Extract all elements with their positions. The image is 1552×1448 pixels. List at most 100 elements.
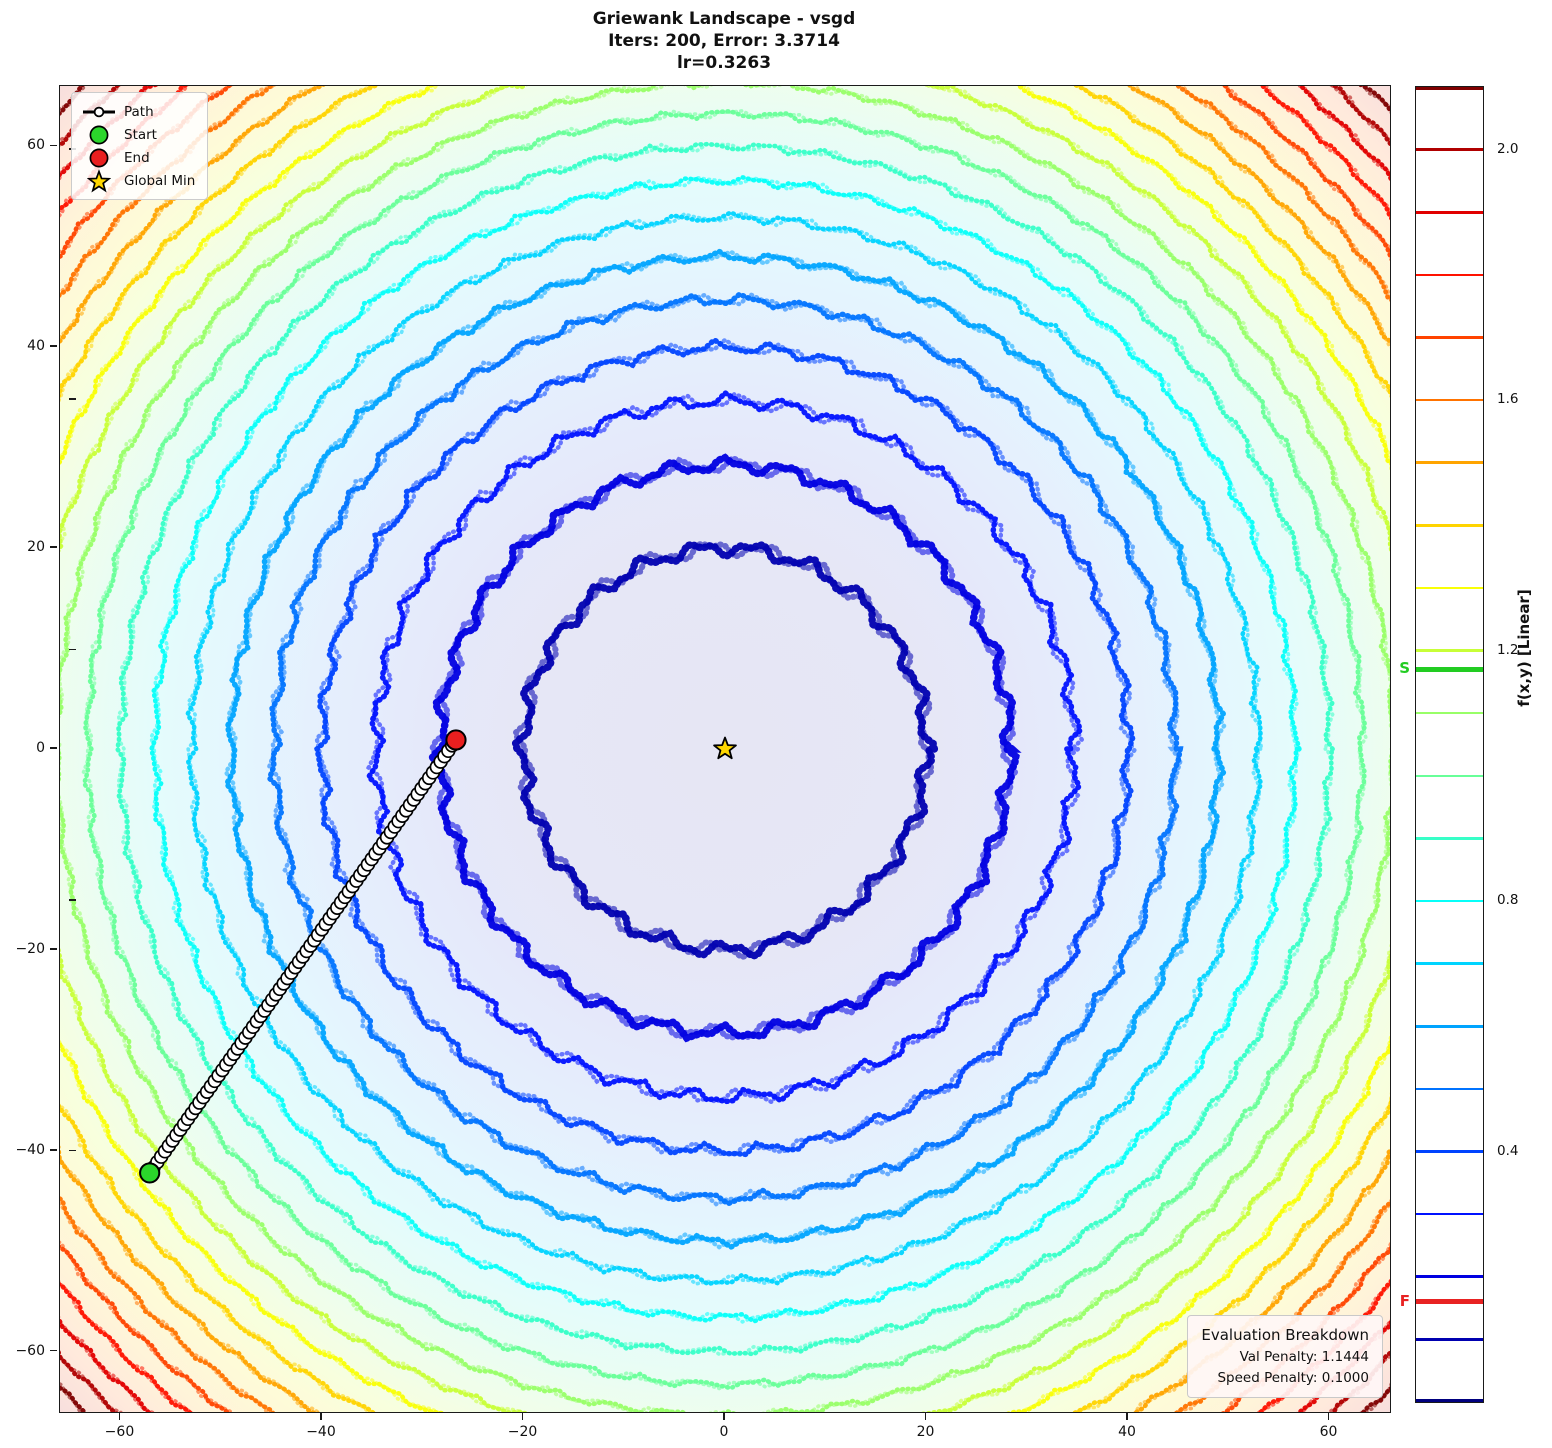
colorbar-start-marker-label: S bbox=[1399, 659, 1410, 678]
colorbar-level-line bbox=[1416, 461, 1483, 464]
colorbar-tickmark bbox=[68, 899, 76, 901]
colorbar-level-line bbox=[1416, 87, 1483, 91]
x-axis-tickmark bbox=[1327, 1413, 1330, 1420]
y-axis-tickmark bbox=[50, 747, 57, 749]
y-axis-tickmark bbox=[50, 1149, 57, 1151]
colorbar-level-line bbox=[1416, 1024, 1483, 1028]
y-axis-tick-label: 20 bbox=[27, 539, 45, 556]
x-axis-tick-label: −20 bbox=[507, 1424, 538, 1440]
colorbar-axis-label: f(x,y) [Linear] bbox=[1515, 589, 1533, 707]
speed-penalty-text: Speed Penalty: 0.1000 bbox=[1217, 1370, 1369, 1386]
end-point-marker bbox=[445, 729, 467, 751]
y-axis-tickmark bbox=[50, 1349, 57, 1352]
legend-label-path: Path bbox=[124, 103, 154, 120]
global-min-star bbox=[713, 736, 737, 760]
contour-ring bbox=[81, 109, 1368, 1391]
colorbar-level-line bbox=[1416, 837, 1483, 840]
y-axis-tickmark bbox=[50, 546, 57, 548]
colorbar-tick-label: 2.0 bbox=[1497, 140, 1519, 157]
colorbar-level-line bbox=[1416, 1398, 1483, 1402]
colorbar-level-line bbox=[1416, 336, 1483, 339]
colorbar-level-line bbox=[1416, 962, 1483, 965]
colorbar-level-line bbox=[1416, 899, 1483, 903]
legend-item-path: Path bbox=[82, 100, 195, 123]
contour-ring bbox=[60, 86, 1390, 1412]
legend: Path Start End Global Min bbox=[71, 92, 209, 200]
colorbar-level-line bbox=[1416, 398, 1483, 402]
legend-item-end: End bbox=[82, 146, 195, 169]
contour-ring bbox=[365, 391, 1085, 1105]
star-icon bbox=[82, 168, 116, 193]
y-axis-tickmark bbox=[50, 345, 57, 347]
y-axis-tick-label: −40 bbox=[15, 1141, 45, 1158]
colorbar-level-line bbox=[1416, 774, 1483, 778]
colorbar-level-line bbox=[1416, 1150, 1483, 1153]
colorbar-tickmark bbox=[68, 1149, 76, 1152]
evaluation-breakdown-box: Evaluation Breakdown Val Penalty: 1.1444… bbox=[1187, 1315, 1383, 1398]
colorbar-level-line bbox=[1416, 1087, 1483, 1091]
contour-ring bbox=[314, 337, 1140, 1157]
contour-ring bbox=[81, 108, 1368, 1391]
colorbar[interactable] bbox=[1415, 86, 1484, 1403]
chart-title: Griewank Landscape - vsgd bbox=[592, 9, 856, 29]
colorbar-level-line bbox=[1416, 273, 1483, 277]
val-penalty-text: Val Penalty: 1.1444 bbox=[1239, 1349, 1369, 1365]
x-axis-tickmark bbox=[723, 1413, 725, 1420]
colorbar-level-line bbox=[1416, 649, 1483, 652]
x-axis-tick-label: −40 bbox=[306, 1424, 336, 1440]
contour-ring bbox=[60, 86, 1390, 1412]
y-axis-tick-label: 60 bbox=[27, 137, 45, 154]
chart-subtitle-iters-error: Iters: 200, Error: 3.3714 bbox=[608, 31, 840, 51]
evaluation-breakdown-title: Evaluation Breakdown bbox=[1201, 1326, 1369, 1344]
y-axis-tick-label: −20 bbox=[15, 940, 45, 957]
colorbar-tick-label: 0.4 bbox=[1497, 1142, 1519, 1159]
colorbar-tickmark bbox=[68, 398, 76, 400]
legend-label-end: End bbox=[124, 149, 150, 166]
colorbar-level-line bbox=[1416, 1275, 1483, 1279]
colorbar-level-line bbox=[1416, 711, 1483, 715]
colorbar-tick-label: 1.6 bbox=[1497, 391, 1519, 408]
colorbar-end-marker-label: F bbox=[1399, 1291, 1410, 1310]
chart-subtitle-lr: lr=0.3263 bbox=[676, 53, 772, 73]
colorbar-level-line bbox=[1416, 210, 1483, 214]
legend-item-start: Start bbox=[82, 123, 195, 146]
contour-ring bbox=[184, 209, 1264, 1287]
contour-plot-canvas bbox=[60, 86, 1390, 1412]
plot-area[interactable]: Path Start End Global Min bbox=[59, 85, 1391, 1413]
end-dot-icon bbox=[82, 147, 116, 169]
start-dot-icon bbox=[82, 124, 116, 146]
contour-ring bbox=[223, 249, 1227, 1250]
x-axis-tickmark bbox=[320, 1413, 322, 1420]
y-axis-tickmark bbox=[50, 948, 57, 950]
x-axis-tickmark bbox=[924, 1413, 927, 1420]
legend-label-start: Start bbox=[124, 126, 157, 143]
contour-ring bbox=[186, 211, 1264, 1286]
contour-ring bbox=[60, 86, 1390, 1412]
colorbar-tickmark bbox=[68, 648, 76, 651]
contour-ring bbox=[60, 86, 1390, 1412]
colorbar-tick-label: 0.8 bbox=[1497, 892, 1519, 909]
contour-ring bbox=[266, 292, 1183, 1207]
path-line-icon bbox=[82, 106, 116, 118]
y-axis-tick-label: 0 bbox=[36, 740, 45, 756]
colorbar-end_marker-line bbox=[1416, 1299, 1483, 1305]
colorbar-level-line bbox=[1416, 1212, 1483, 1216]
x-axis-tickmark bbox=[1126, 1413, 1128, 1420]
legend-label-global-min: Global Min bbox=[124, 172, 196, 189]
x-axis-tick-label: 20 bbox=[916, 1424, 935, 1440]
x-axis-tick-label: 0 bbox=[719, 1424, 729, 1440]
colorbar-level-line bbox=[1416, 524, 1483, 527]
colorbar-level-line bbox=[1416, 586, 1483, 590]
contour-ring bbox=[512, 540, 936, 961]
contour-ring bbox=[60, 86, 1390, 1412]
x-axis-tick-label: −60 bbox=[104, 1424, 135, 1440]
contour-ring bbox=[149, 175, 1302, 1324]
chart-title-block: Griewank Landscape - vsgd Iters: 200, Er… bbox=[59, 8, 1389, 74]
y-axis-tick-label: 40 bbox=[27, 338, 45, 355]
contour-ring bbox=[60, 86, 1390, 1412]
x-axis-tick-label: 60 bbox=[1319, 1424, 1338, 1440]
colorbar-tick-label: 1.2 bbox=[1497, 641, 1519, 658]
contour-ring bbox=[116, 141, 1335, 1357]
y-axis-tickmark bbox=[50, 144, 57, 147]
